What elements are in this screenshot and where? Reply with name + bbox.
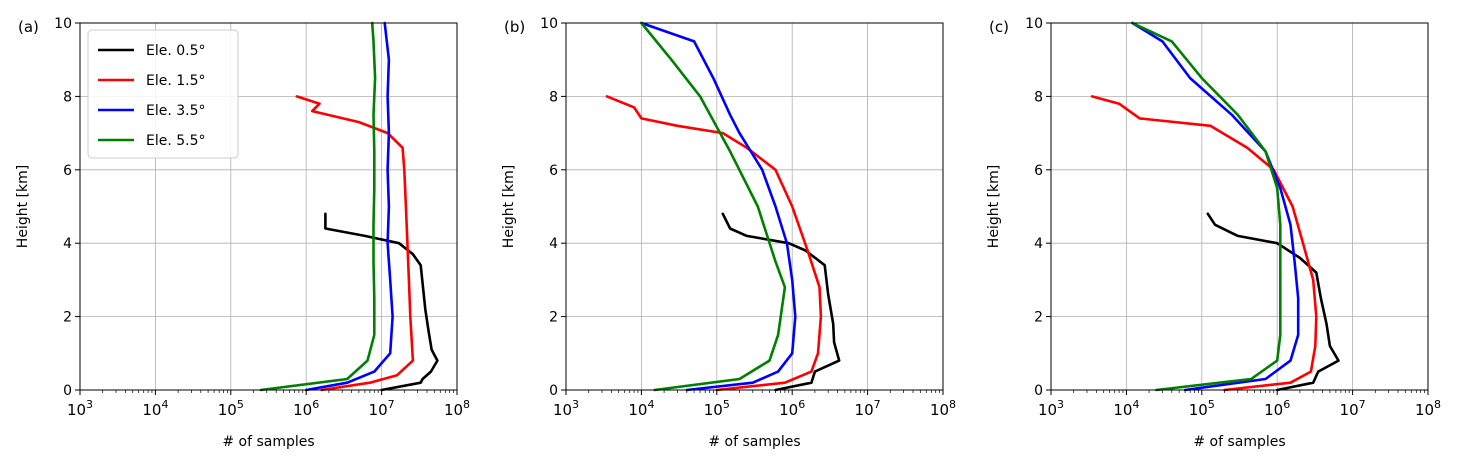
y-tick-label: 6 bbox=[63, 163, 72, 179]
y-axis-label: Height [km] bbox=[501, 165, 517, 248]
x-tick-label: 104 bbox=[142, 398, 168, 419]
y-tick-label: 2 bbox=[549, 310, 558, 326]
y-tick-label: 2 bbox=[1034, 310, 1043, 326]
y-tick-label: 10 bbox=[540, 16, 558, 32]
y-tick-label: 8 bbox=[63, 89, 72, 105]
series-line-4 bbox=[259, 21, 377, 392]
x-tick-label: 106 bbox=[779, 398, 805, 419]
y-tick-label: 10 bbox=[54, 16, 72, 32]
plot-frame bbox=[79, 22, 458, 391]
x-tick-label: 103 bbox=[67, 398, 93, 419]
y-tick-label: 4 bbox=[1034, 236, 1043, 252]
y-tick-label: 4 bbox=[549, 236, 558, 252]
x-tick-label: 105 bbox=[218, 398, 244, 419]
legend: Ele. 0.5° Ele. 1.5° Ele. 3.5° Ele. 5.5° bbox=[87, 29, 239, 159]
x-tick-label: 106 bbox=[1264, 398, 1290, 419]
series-line-2 bbox=[1090, 95, 1318, 392]
x-tick-label: 108 bbox=[1415, 398, 1441, 419]
y-tick-label: 2 bbox=[63, 310, 72, 326]
y-tick-label: 6 bbox=[549, 163, 558, 179]
x-tick-label: 103 bbox=[1038, 398, 1064, 419]
x-axis-label: # of samples bbox=[708, 434, 800, 450]
y-tick-label: 0 bbox=[63, 383, 72, 399]
series-line-2 bbox=[605, 95, 823, 392]
y-axis-label: Height [km] bbox=[15, 165, 31, 248]
x-tick-label: 104 bbox=[1113, 398, 1139, 419]
x-tick-label: 107 bbox=[1340, 398, 1366, 419]
panel-label: (c) bbox=[989, 18, 1009, 36]
panel-label: (b) bbox=[504, 18, 525, 36]
x-axis-label: # of samples bbox=[1193, 434, 1285, 450]
legend-entry-2: Ele. 1.5° bbox=[146, 73, 206, 89]
y-tick-label: 8 bbox=[1034, 89, 1043, 105]
chart-panel-1: 103 104 105 106 107 108 0 2 4 6 8 10 # of samples Hei… bbox=[15, 16, 470, 450]
x-tick-label: 104 bbox=[628, 398, 654, 419]
x-tick-label: 108 bbox=[930, 398, 956, 419]
plot-frame bbox=[565, 22, 944, 391]
legend-entry-3: Ele. 3.5° bbox=[146, 103, 206, 119]
series-line-1 bbox=[1206, 212, 1340, 392]
x-axis-label: # of samples bbox=[222, 434, 314, 450]
chart-panel-3: 103 104 105 106 107 108 0 2 4 6 8 10 # of samples Hei… bbox=[986, 16, 1441, 450]
series-line-1 bbox=[324, 212, 439, 392]
y-tick-label: 0 bbox=[1034, 383, 1043, 399]
legend-box bbox=[87, 29, 239, 159]
series-line-3 bbox=[1131, 21, 1300, 392]
x-tick-label: 103 bbox=[553, 398, 579, 419]
y-tick-label: 8 bbox=[549, 89, 558, 105]
series-line-2 bbox=[295, 95, 415, 392]
plot-frame bbox=[1050, 22, 1429, 391]
legend-entry-1: Ele. 0.5° bbox=[146, 43, 206, 59]
x-tick-label: 105 bbox=[704, 398, 730, 419]
x-tick-label: 105 bbox=[1189, 398, 1215, 419]
x-tick-label: 107 bbox=[369, 398, 395, 419]
y-tick-label: 6 bbox=[1034, 163, 1043, 179]
series-line-1 bbox=[721, 212, 841, 392]
panel-label: (a) bbox=[18, 18, 39, 36]
y-tick-label: 4 bbox=[63, 236, 72, 252]
series-line-3 bbox=[640, 21, 797, 392]
x-tick-label: 107 bbox=[855, 398, 881, 419]
x-tick-label: 106 bbox=[293, 398, 319, 419]
x-tick-label: 108 bbox=[444, 398, 470, 419]
y-tick-label: 0 bbox=[549, 383, 558, 399]
chart-panel-2: 103 104 105 106 107 108 0 2 4 6 8 10 # of samples Hei… bbox=[501, 16, 956, 450]
series-line-4 bbox=[640, 21, 787, 392]
series-line-4 bbox=[1131, 21, 1282, 392]
y-axis-label: Height [km] bbox=[986, 165, 1002, 248]
legend-entry-4: Ele. 5.5° bbox=[146, 133, 206, 149]
y-tick-label: 10 bbox=[1025, 16, 1043, 32]
series-line-3 bbox=[304, 21, 394, 392]
